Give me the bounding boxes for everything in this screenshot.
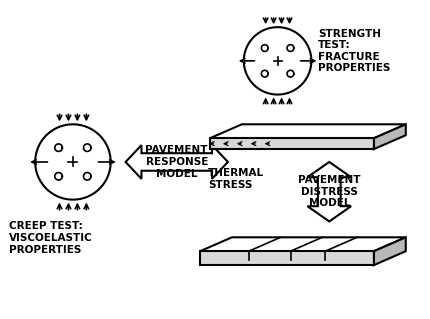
Polygon shape: [200, 237, 406, 251]
Text: PAVEMENT
DISTRESS
MODEL: PAVEMENT DISTRESS MODEL: [298, 175, 360, 208]
Polygon shape: [374, 124, 406, 149]
Polygon shape: [200, 251, 374, 265]
Text: PAVEMENT
RESPONSE
MODEL: PAVEMENT RESPONSE MODEL: [145, 145, 208, 179]
Polygon shape: [210, 138, 374, 149]
Text: THERMAL
STRESS: THERMAL STRESS: [208, 168, 264, 189]
Polygon shape: [374, 237, 406, 265]
Polygon shape: [210, 124, 406, 138]
Text: CREEP TEST:
VISCOELASTIC
PROPERTIES: CREEP TEST: VISCOELASTIC PROPERTIES: [9, 221, 93, 255]
Polygon shape: [307, 162, 351, 221]
Text: STRENGTH
TEST:
FRACTURE
PROPERTIES: STRENGTH TEST: FRACTURE PROPERTIES: [318, 29, 391, 73]
Polygon shape: [126, 145, 228, 179]
